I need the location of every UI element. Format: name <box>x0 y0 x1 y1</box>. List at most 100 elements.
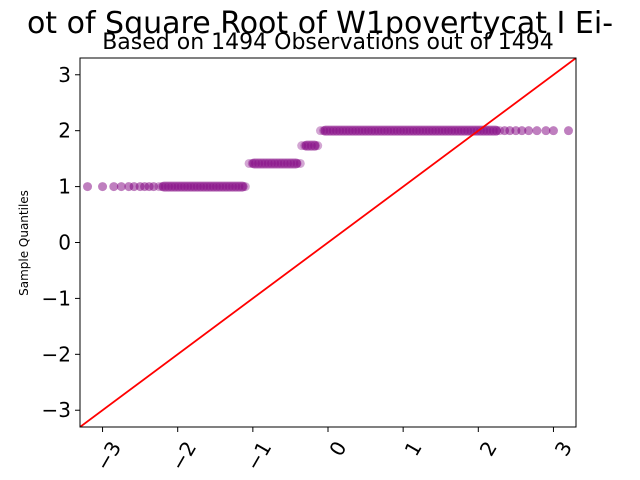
data-point <box>199 182 209 192</box>
data-point <box>392 126 402 136</box>
data-point <box>319 126 329 136</box>
data-point <box>157 182 167 192</box>
data-point <box>315 126 325 136</box>
data-point <box>300 141 310 151</box>
y-tick-label: −1 <box>42 286 71 310</box>
point-run-1 <box>249 158 301 169</box>
data-point <box>289 158 299 168</box>
data-point <box>221 182 231 192</box>
data-point <box>286 158 296 168</box>
data-point <box>351 126 361 136</box>
data-point <box>176 182 186 192</box>
data-point <box>485 126 495 136</box>
data-point <box>415 126 425 136</box>
data-point <box>418 126 428 136</box>
data-point <box>254 158 264 168</box>
data-point <box>218 182 228 192</box>
data-point <box>389 126 399 136</box>
data-point <box>260 158 270 168</box>
data-point <box>437 126 447 136</box>
data-point <box>149 182 159 192</box>
data-point <box>109 182 119 192</box>
data-point <box>424 126 434 136</box>
data-point <box>360 126 370 136</box>
reference-line <box>80 58 576 427</box>
data-point <box>370 126 380 136</box>
data-point <box>363 126 373 136</box>
data-point <box>463 126 473 136</box>
data-point <box>379 126 389 136</box>
data-point <box>322 126 332 136</box>
data-point <box>240 182 250 192</box>
data-point <box>408 126 418 136</box>
data-point <box>338 126 348 136</box>
data-point <box>466 126 476 136</box>
data-point <box>491 126 501 136</box>
point-run-0 <box>158 181 248 192</box>
data-point <box>367 126 377 136</box>
data-point <box>548 126 558 136</box>
data-point <box>344 126 354 136</box>
data-point <box>402 126 412 136</box>
data-point <box>196 182 206 192</box>
data-point <box>405 126 415 136</box>
data-point <box>215 182 225 192</box>
reference-line-layer <box>80 58 576 427</box>
data-point <box>411 126 421 136</box>
data-point <box>273 158 283 168</box>
data-point <box>443 126 453 136</box>
y-tick-label: 0 <box>58 231 71 255</box>
data-point <box>395 126 405 136</box>
data-point <box>250 158 260 168</box>
data-point <box>303 141 313 151</box>
data-point <box>83 182 93 192</box>
data-point <box>234 182 244 192</box>
chart-title: ot of Square Root of W1povertycat I Ei- <box>27 6 613 41</box>
data-point <box>421 126 431 136</box>
point-run-2 <box>301 140 320 151</box>
data-point <box>399 126 409 136</box>
data-point <box>309 141 319 151</box>
data-point <box>341 126 351 136</box>
data-point <box>164 182 174 192</box>
chart-subtitle: Based on 1494 Observations out of 1494 <box>102 30 554 55</box>
data-point <box>183 182 193 192</box>
data-point <box>482 126 492 136</box>
data-point <box>331 126 341 136</box>
data-point <box>224 182 234 192</box>
y-tick-label: −3 <box>42 398 71 422</box>
data-point <box>347 126 357 136</box>
data-point <box>456 126 466 136</box>
data-point <box>357 126 367 136</box>
data-point <box>276 158 286 168</box>
data-point <box>257 158 267 168</box>
data-point <box>228 182 238 192</box>
data-point <box>186 182 196 192</box>
data-point <box>170 182 180 192</box>
data-point <box>173 182 183 192</box>
data-point <box>297 141 307 151</box>
data-point <box>282 158 292 168</box>
data-point <box>335 126 345 136</box>
data-point <box>202 182 212 192</box>
data-point <box>208 182 218 192</box>
y-axis-label: Sample Quantiles <box>17 190 31 296</box>
data-point <box>488 126 498 136</box>
data-point <box>180 182 190 192</box>
data-point <box>440 126 450 136</box>
data-points <box>83 125 573 192</box>
data-point <box>427 126 437 136</box>
data-point <box>306 141 316 151</box>
data-point <box>205 182 215 192</box>
data-point <box>231 182 241 192</box>
data-point <box>434 126 444 136</box>
data-point <box>270 158 280 168</box>
data-point <box>160 182 170 192</box>
data-point <box>373 126 383 136</box>
data-point <box>325 126 335 136</box>
data-point <box>244 158 254 168</box>
data-point <box>383 126 393 136</box>
data-point <box>292 158 302 168</box>
